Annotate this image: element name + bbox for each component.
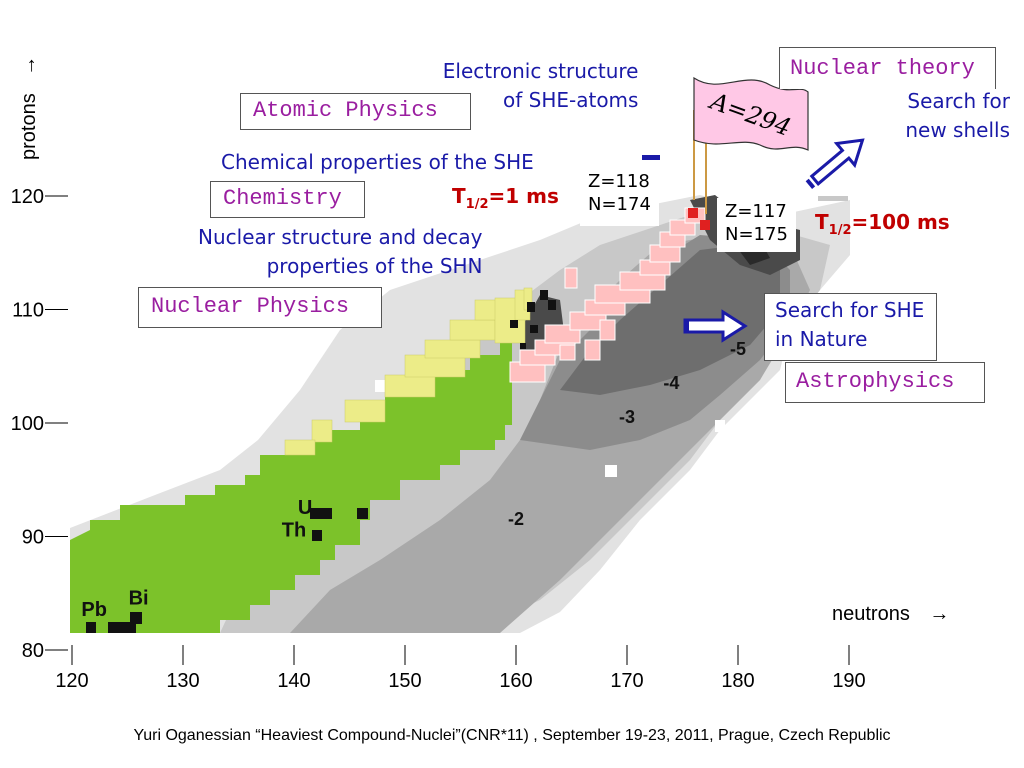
electronic-structure-text: Electronic structure of SHE-atoms (415, 57, 639, 115)
element-label: Bi (129, 588, 149, 610)
z117-n: N=175 (725, 224, 788, 245)
blue-dash (642, 155, 660, 160)
search-nature-box: Search for SHE in Nature (764, 293, 938, 361)
search-nature-line-1: Search for SHE (775, 298, 925, 322)
chemical-properties-text: Chemical properties of the SHE (221, 150, 534, 174)
z117-z: Z=117 (725, 201, 787, 222)
search-shells-text: Search for new shells (870, 87, 1010, 145)
half-life-left: T1/2=1 ms (452, 184, 559, 212)
half-life-right-sub: 1/2 (828, 223, 852, 238)
contour-label: -4 (663, 373, 679, 393)
nuclear-structure-line-2: properties of the SHN (266, 254, 483, 278)
contour-label: -5 (730, 339, 746, 359)
chemistry-box: Chemistry (210, 181, 365, 218)
element-label: Th (282, 520, 306, 542)
half-life-right-value: =100 ms (851, 210, 950, 234)
element-label: Pb (81, 599, 107, 621)
chart-notch (715, 420, 725, 432)
search-nature-line-2: in Nature (775, 327, 868, 351)
half-life-right: T1/2=100 ms (815, 210, 950, 238)
x-tick-label: 120 (55, 670, 88, 692)
element-markers (86, 508, 368, 633)
neutrons-arrow: → (929, 603, 950, 625)
half-life-right-symbol: T (815, 210, 829, 234)
heavy-nuclei-region (284, 287, 533, 456)
axes (45, 195, 850, 665)
y-tick-label: 120 (11, 186, 44, 208)
astrophysics-box: Astrophysics (785, 362, 986, 403)
half-life-left-value: =1 ms (488, 184, 559, 208)
search-shells-line-2: new shells (905, 118, 1010, 142)
contour-level-5 (560, 245, 780, 395)
neutrons-label: neutrons (832, 603, 910, 625)
x-tick-label: 150 (388, 670, 421, 692)
atomic-physics-box: Atomic Physics (240, 93, 471, 130)
x-tick-label: 160 (499, 670, 532, 692)
known-nuclei-region (70, 340, 512, 633)
chart-notch (605, 465, 617, 477)
y-tick-label: 80 (22, 640, 44, 662)
protons-arrow: → (18, 55, 40, 76)
footer-citation: Yuri Oganessian “Heaviest Compound-Nucle… (133, 727, 891, 744)
half-life-left-symbol: T (452, 184, 466, 208)
y-tick-label: 90 (22, 527, 44, 549)
z118-marker (688, 208, 698, 218)
nuclear-structure-text: Nuclear structure and decay properties o… (198, 223, 483, 281)
x-tick-label: 140 (277, 670, 310, 692)
x-tick-label: 180 (721, 670, 754, 692)
electronic-line-1: Electronic structure (442, 59, 639, 83)
z118-box: Z=118 N=174 (580, 168, 659, 226)
half-life-left-sub: 1/2 (465, 197, 489, 212)
z117-box: Z=117 N=175 (717, 198, 796, 252)
x-axis-label: neutrons → (832, 603, 949, 626)
x-tick-label: 170 (610, 670, 643, 692)
y-axis-label: protons → (18, 56, 41, 160)
x-tick-label: 190 (832, 670, 865, 692)
y-tick-label: 100 (11, 413, 44, 435)
arrow-new-shells (805, 138, 865, 189)
a294-flag: A=294 (693, 76, 809, 214)
contour-label: -3 (619, 407, 635, 427)
element-label: U (298, 497, 312, 519)
electronic-line-2: of SHE-atoms (503, 88, 639, 112)
search-shells-line-1: Search for (907, 89, 1010, 113)
z118-z: Z=118 (588, 171, 650, 192)
black-nuclei (510, 290, 556, 349)
z118-n: N=174 (588, 194, 651, 215)
protons-label: protons (18, 93, 40, 160)
grey-dash (818, 196, 848, 201)
nuclear-physics-box: Nuclear Physics (138, 287, 383, 328)
nuclear-structure-line-1: Nuclear structure and decay (198, 225, 483, 249)
x-tick-label: 130 (166, 670, 199, 692)
y-tick-label: 110 (12, 300, 44, 322)
z117-marker (700, 220, 710, 230)
contour-label: -2 (508, 509, 524, 529)
arrow-nature (683, 309, 748, 343)
chart-notch (375, 380, 387, 392)
superheavy-nuclei-region (509, 207, 706, 383)
nuclear-theory-box: Nuclear theory (779, 47, 996, 89)
